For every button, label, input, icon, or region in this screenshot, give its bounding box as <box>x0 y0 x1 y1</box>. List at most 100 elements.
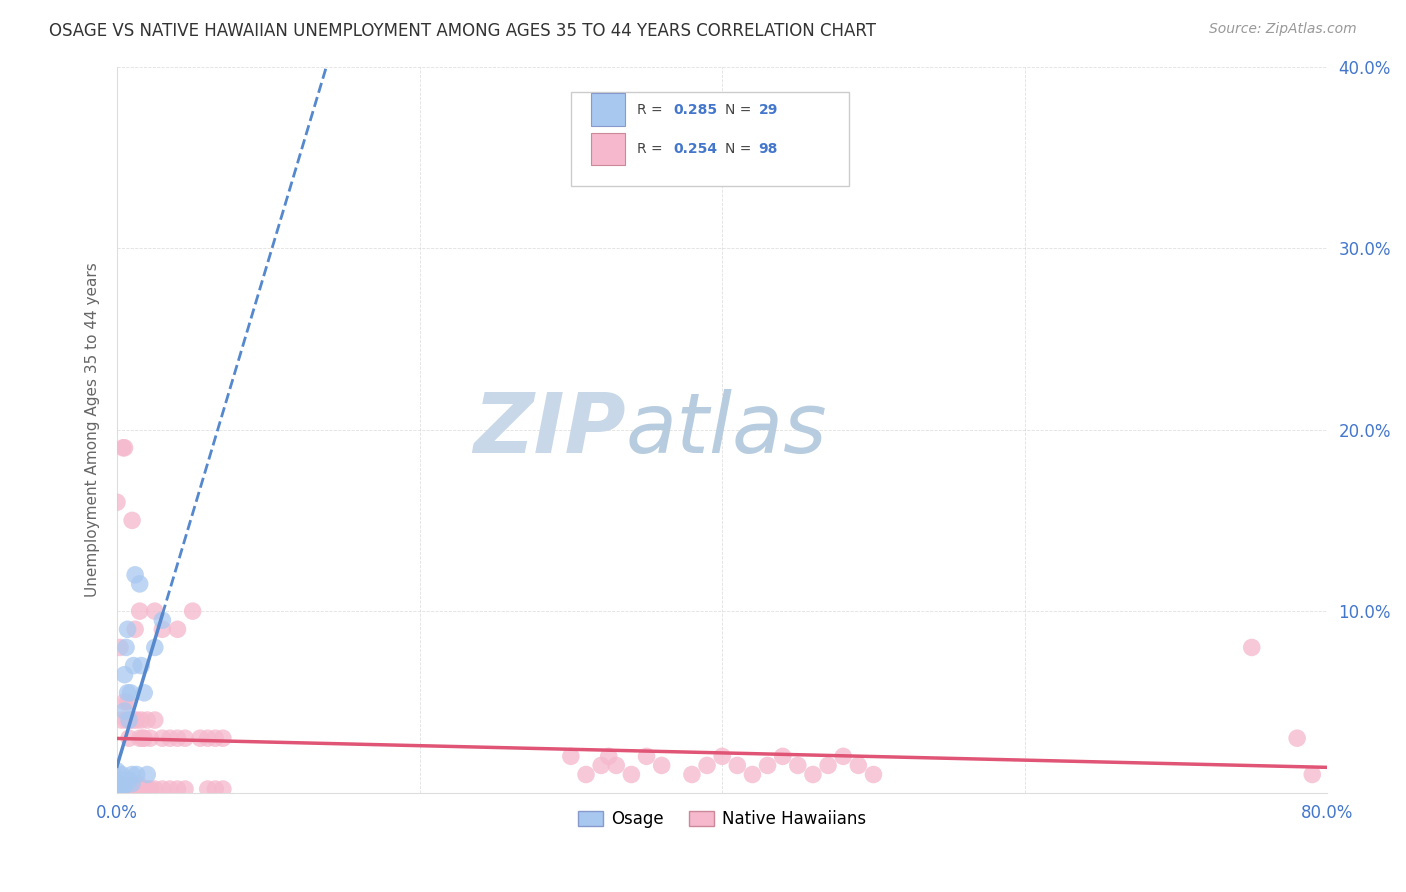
Point <box>114 780 136 795</box>
Point <box>846 758 869 772</box>
Point <box>111 784 134 798</box>
Text: N =: N = <box>724 142 755 156</box>
Point <box>862 767 884 781</box>
Text: 29: 29 <box>758 103 778 117</box>
FancyBboxPatch shape <box>571 92 849 186</box>
Point <box>111 780 134 795</box>
Point <box>651 758 673 772</box>
Point <box>125 782 148 797</box>
Point <box>166 622 188 636</box>
FancyBboxPatch shape <box>592 94 626 126</box>
Point <box>118 713 141 727</box>
Point <box>105 780 128 795</box>
Text: atlas: atlas <box>626 389 827 470</box>
Point <box>110 778 132 792</box>
Point <box>204 782 226 797</box>
Point <box>181 604 204 618</box>
Point <box>118 731 141 746</box>
Point <box>121 776 143 790</box>
Point <box>143 604 166 618</box>
Point <box>122 713 145 727</box>
Point <box>204 731 226 746</box>
Point <box>121 782 143 797</box>
Point <box>105 776 128 790</box>
Point <box>166 731 188 746</box>
Point <box>174 782 197 797</box>
Point <box>212 782 235 797</box>
Point <box>111 780 134 795</box>
Point <box>134 686 156 700</box>
Point <box>136 782 159 797</box>
Point <box>115 778 138 792</box>
Point <box>110 782 132 797</box>
Point <box>159 731 181 746</box>
Point <box>696 758 718 772</box>
Point <box>117 622 139 636</box>
Point <box>117 778 139 792</box>
Point <box>121 767 143 781</box>
Point <box>122 658 145 673</box>
Point <box>107 782 129 797</box>
Point <box>125 767 148 781</box>
Point <box>107 778 129 792</box>
Legend: Osage, Native Hawaiians: Osage, Native Hawaiians <box>571 804 873 835</box>
Point <box>197 782 219 797</box>
Point <box>817 758 839 772</box>
Point <box>105 772 128 787</box>
Point <box>108 784 131 798</box>
Point <box>832 749 855 764</box>
Point <box>124 782 146 797</box>
Text: OSAGE VS NATIVE HAWAIIAN UNEMPLOYMENT AMONG AGES 35 TO 44 YEARS CORRELATION CHAR: OSAGE VS NATIVE HAWAIIAN UNEMPLOYMENT AM… <box>49 22 876 40</box>
Point <box>120 782 142 797</box>
Point <box>115 776 138 790</box>
Point <box>139 782 162 797</box>
Text: N =: N = <box>724 103 755 117</box>
Point <box>136 713 159 727</box>
Point <box>105 495 128 509</box>
Point <box>105 764 128 778</box>
Point <box>131 782 153 797</box>
Point <box>129 713 152 727</box>
Text: 0.285: 0.285 <box>673 103 718 117</box>
Point <box>108 786 131 800</box>
Text: 0.254: 0.254 <box>673 142 718 156</box>
Point <box>114 441 136 455</box>
Point <box>108 640 131 655</box>
Point <box>681 767 703 781</box>
Point <box>127 776 149 790</box>
Point <box>124 622 146 636</box>
Point <box>117 686 139 700</box>
Point <box>134 782 156 797</box>
Text: Source: ZipAtlas.com: Source: ZipAtlas.com <box>1209 22 1357 37</box>
Point <box>108 780 131 795</box>
Point <box>131 731 153 746</box>
Point <box>591 758 613 772</box>
Point <box>114 695 136 709</box>
FancyBboxPatch shape <box>592 133 626 165</box>
Point <box>711 749 734 764</box>
Point <box>128 731 150 746</box>
Point <box>197 731 219 746</box>
Point <box>118 782 141 797</box>
Point <box>756 758 779 772</box>
Point <box>122 782 145 797</box>
Point <box>150 731 173 746</box>
Point <box>105 782 128 797</box>
Point <box>150 622 173 636</box>
Point <box>117 695 139 709</box>
Point <box>136 767 159 781</box>
Point <box>121 778 143 792</box>
Point <box>117 782 139 797</box>
Point <box>620 767 643 781</box>
Point <box>105 776 128 790</box>
Point <box>110 713 132 727</box>
Point <box>118 772 141 787</box>
Point <box>636 749 658 764</box>
Point <box>150 782 173 797</box>
Point <box>143 782 166 797</box>
Point <box>120 713 142 727</box>
Point <box>129 782 152 797</box>
Text: R =: R = <box>637 142 668 156</box>
Point <box>560 749 582 764</box>
Point <box>150 613 173 627</box>
